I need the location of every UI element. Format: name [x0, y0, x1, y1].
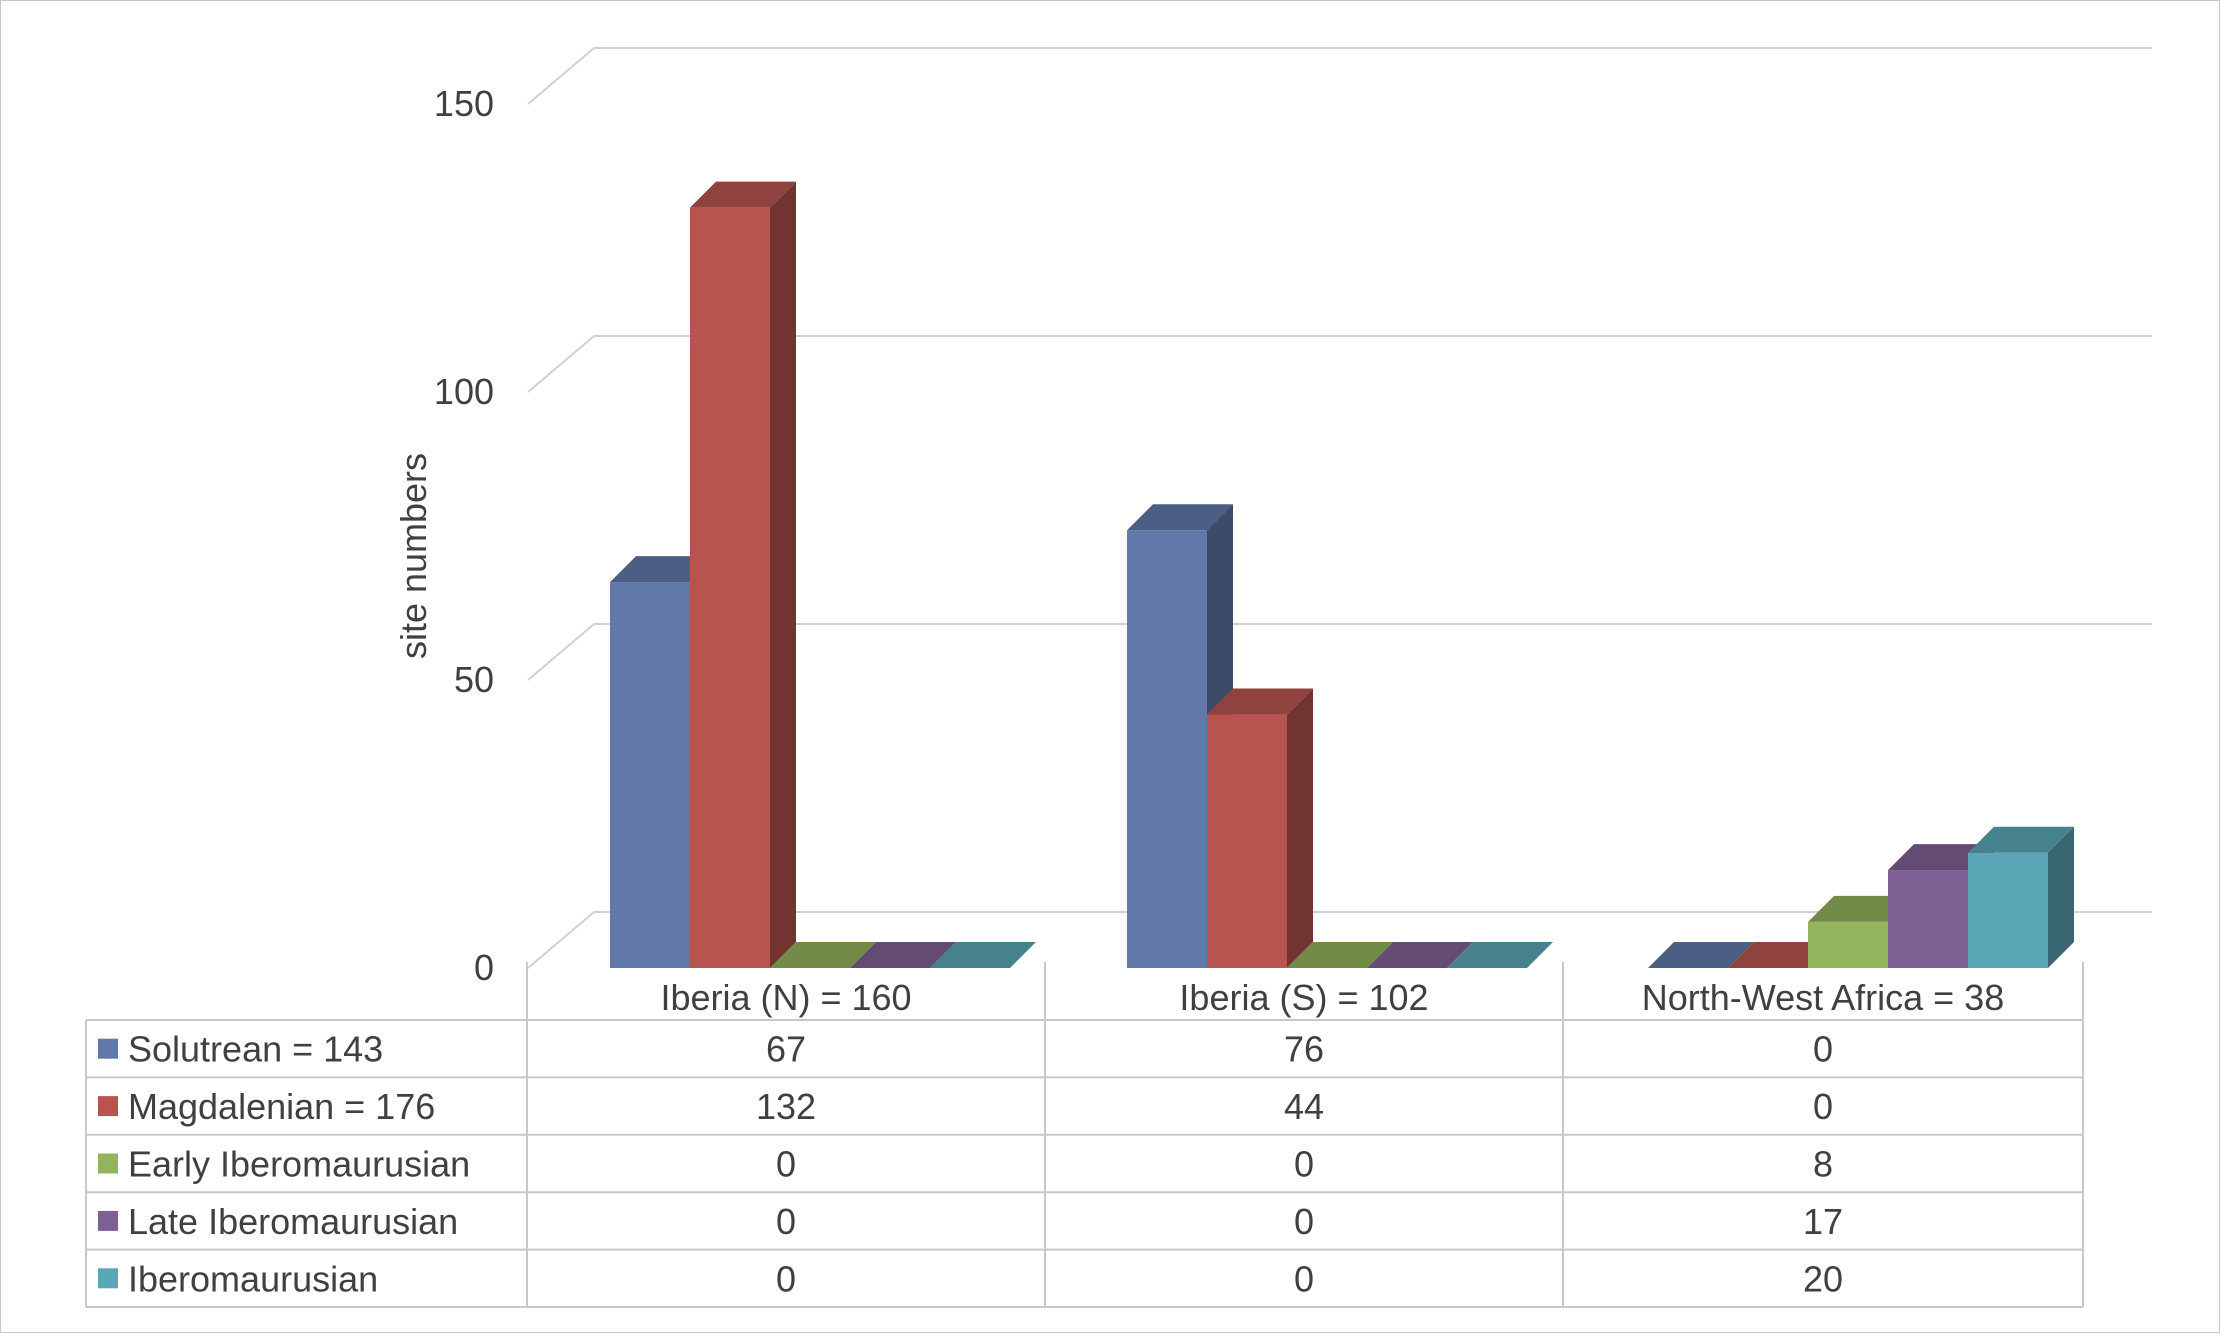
data-label: 0: [776, 1201, 796, 1242]
data-label: 0: [1294, 1258, 1314, 1299]
bar: [850, 942, 956, 968]
series-label: Early Iberomaurusian: [128, 1144, 470, 1185]
bar: [1648, 942, 1754, 968]
data-label: 44: [1284, 1086, 1324, 1127]
y-axis-ticks: 0 50 100 150: [434, 83, 494, 988]
gridline: [527, 623, 2152, 681]
bars: [610, 181, 2074, 968]
data-label: 132: [756, 1086, 816, 1127]
bar: [1728, 942, 1834, 968]
data-label: 0: [1813, 1086, 1833, 1127]
data-label: 0: [1294, 1201, 1314, 1242]
data-label: 8: [1813, 1144, 1833, 1185]
bar: [1367, 942, 1473, 968]
bar: [1207, 688, 1313, 968]
bar: [1968, 826, 2074, 968]
series-label: Late Iberomaurusian: [128, 1201, 458, 1242]
legend-swatch: [98, 1096, 118, 1117]
data-label: 76: [1284, 1029, 1324, 1070]
y-tick-label: 150: [434, 83, 494, 124]
category-label: North-West Africa = 38: [1642, 977, 2004, 1018]
bar: [1287, 942, 1393, 968]
data-label: 17: [1803, 1201, 1843, 1242]
y-tick-label: 50: [454, 659, 494, 700]
bar: [770, 942, 876, 968]
gridline: [527, 335, 2152, 393]
legend-swatch: [98, 1268, 118, 1289]
series-label: Iberomaurusian: [128, 1258, 378, 1299]
legend-swatch: [98, 1038, 118, 1059]
series-label: Solutrean = 143: [128, 1029, 383, 1070]
legend-swatch: [98, 1210, 118, 1231]
data-label: 0: [1294, 1144, 1314, 1185]
category-label: Iberia (N) = 160: [660, 977, 911, 1018]
bar: [930, 942, 1036, 968]
data-label: 0: [1813, 1029, 1833, 1070]
gridlines: [527, 47, 2152, 969]
y-tick-label: 0: [474, 947, 494, 988]
data-label: 0: [776, 1258, 796, 1299]
data-label: 20: [1803, 1258, 1843, 1299]
y-tick-label: 100: [434, 371, 494, 412]
data-label: 0: [776, 1144, 796, 1185]
bar: [690, 181, 796, 968]
data-table: Iberia (N) = 160 Iberia (S) = 102 North-We…: [85, 962, 2084, 1308]
y-axis-label: site numbers: [393, 453, 434, 659]
gridline: [527, 47, 2152, 105]
data-label: 67: [766, 1029, 806, 1070]
bar: [1447, 942, 1553, 968]
gridline: [527, 911, 2152, 969]
legend-swatch: [98, 1153, 118, 1174]
category-label: Iberia (S) = 102: [1179, 977, 1428, 1018]
series-label: Magdalenian = 176: [128, 1086, 435, 1127]
